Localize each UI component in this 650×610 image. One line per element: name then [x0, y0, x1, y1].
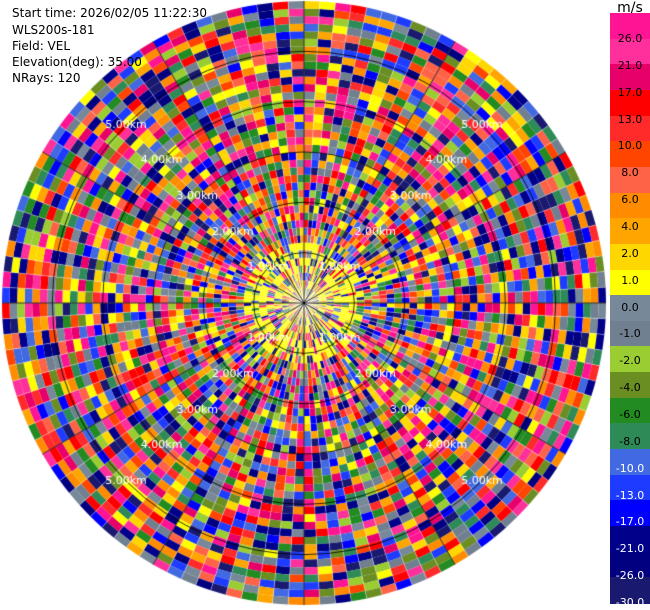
colorbar-swatch	[610, 192, 650, 220]
colorbar-swatch	[610, 64, 650, 91]
colorbar-swatch	[610, 500, 650, 528]
colorbar-tick-label: -13.0	[615, 488, 645, 502]
colorbar-swatch	[610, 115, 650, 143]
colorbar-tick-label: 26.0	[617, 32, 643, 45]
colorbar-swatch	[610, 551, 650, 579]
nrays-text: NRays: 120	[12, 71, 81, 85]
colorbar-tick-label: 6.0	[621, 193, 639, 207]
colorbar-swatch	[610, 372, 650, 399]
colorbar-swatch	[610, 577, 650, 604]
colorbar-tick-label: 0.0	[621, 300, 639, 314]
colorbar-unit-label: m/s	[617, 0, 643, 16]
colorbar-tick-label: -6.0	[619, 408, 641, 421]
colorbar-tick-label: 10.0	[617, 139, 643, 153]
colorbar-swatch	[610, 166, 650, 194]
colorbar-tick-label: -1.0	[619, 327, 641, 341]
colorbar-swatch	[610, 13, 650, 40]
colorbar-swatch	[610, 269, 650, 297]
colorbar-tick-label: 8.0	[621, 166, 639, 180]
colorbar-tick-label: -21.0	[615, 542, 645, 556]
colorbar-swatch	[610, 38, 650, 66]
colorbar-tick-label: -17.0	[615, 515, 645, 529]
colorbar-swatch	[610, 141, 650, 168]
colorbar-swatch	[610, 89, 650, 117]
colorbar-tick-label: -8.0	[619, 434, 641, 448]
colorbar-tick-label: 1.0	[621, 273, 639, 287]
colorbar-tick-label: 13.0	[617, 112, 643, 126]
colorbar-swatch	[610, 397, 650, 425]
colorbar-swatch	[610, 218, 650, 245]
colorbar-tick-label: -4.0	[619, 381, 641, 395]
colorbar-tick-label: 21.0	[617, 58, 643, 72]
colorbar-tick-label: -10.0	[615, 461, 645, 475]
colorbar-tick-label: -2.0	[619, 354, 641, 368]
elevation-text: Elevation(deg): 35.00	[12, 55, 142, 69]
instrument-text: WLS200s-181	[12, 23, 95, 37]
colorbar-swatch	[610, 295, 650, 322]
colorbar-swatch	[610, 526, 650, 553]
colorbar-swatch	[610, 320, 650, 348]
start-time-text: Start time: 2026/02/05 11:22:30	[12, 6, 207, 20]
colorbar-tick-label: -26.0	[615, 569, 645, 583]
field-text: Field: VEL	[12, 39, 71, 53]
colorbar-swatch	[610, 423, 650, 451]
colorbar-tick-label: 4.0	[621, 220, 639, 233]
colorbar-tick-label: 17.0	[617, 85, 643, 99]
colorbar-swatch	[610, 449, 650, 476]
colorbar-tick-label: -30.0	[615, 596, 645, 609]
ppi-scan-plot	[0, 0, 610, 610]
colorbar-swatch	[610, 243, 650, 271]
colorbar-swatch	[610, 346, 650, 374]
colorbar-tick-label: 2.0	[621, 246, 639, 260]
colorbar: 26.0 21.0 17.0 13.0 10.0 8.0 6.0 4.0 2.0 1.0 0.0 -1…	[610, 13, 650, 609]
colorbar-swatch	[610, 474, 650, 502]
